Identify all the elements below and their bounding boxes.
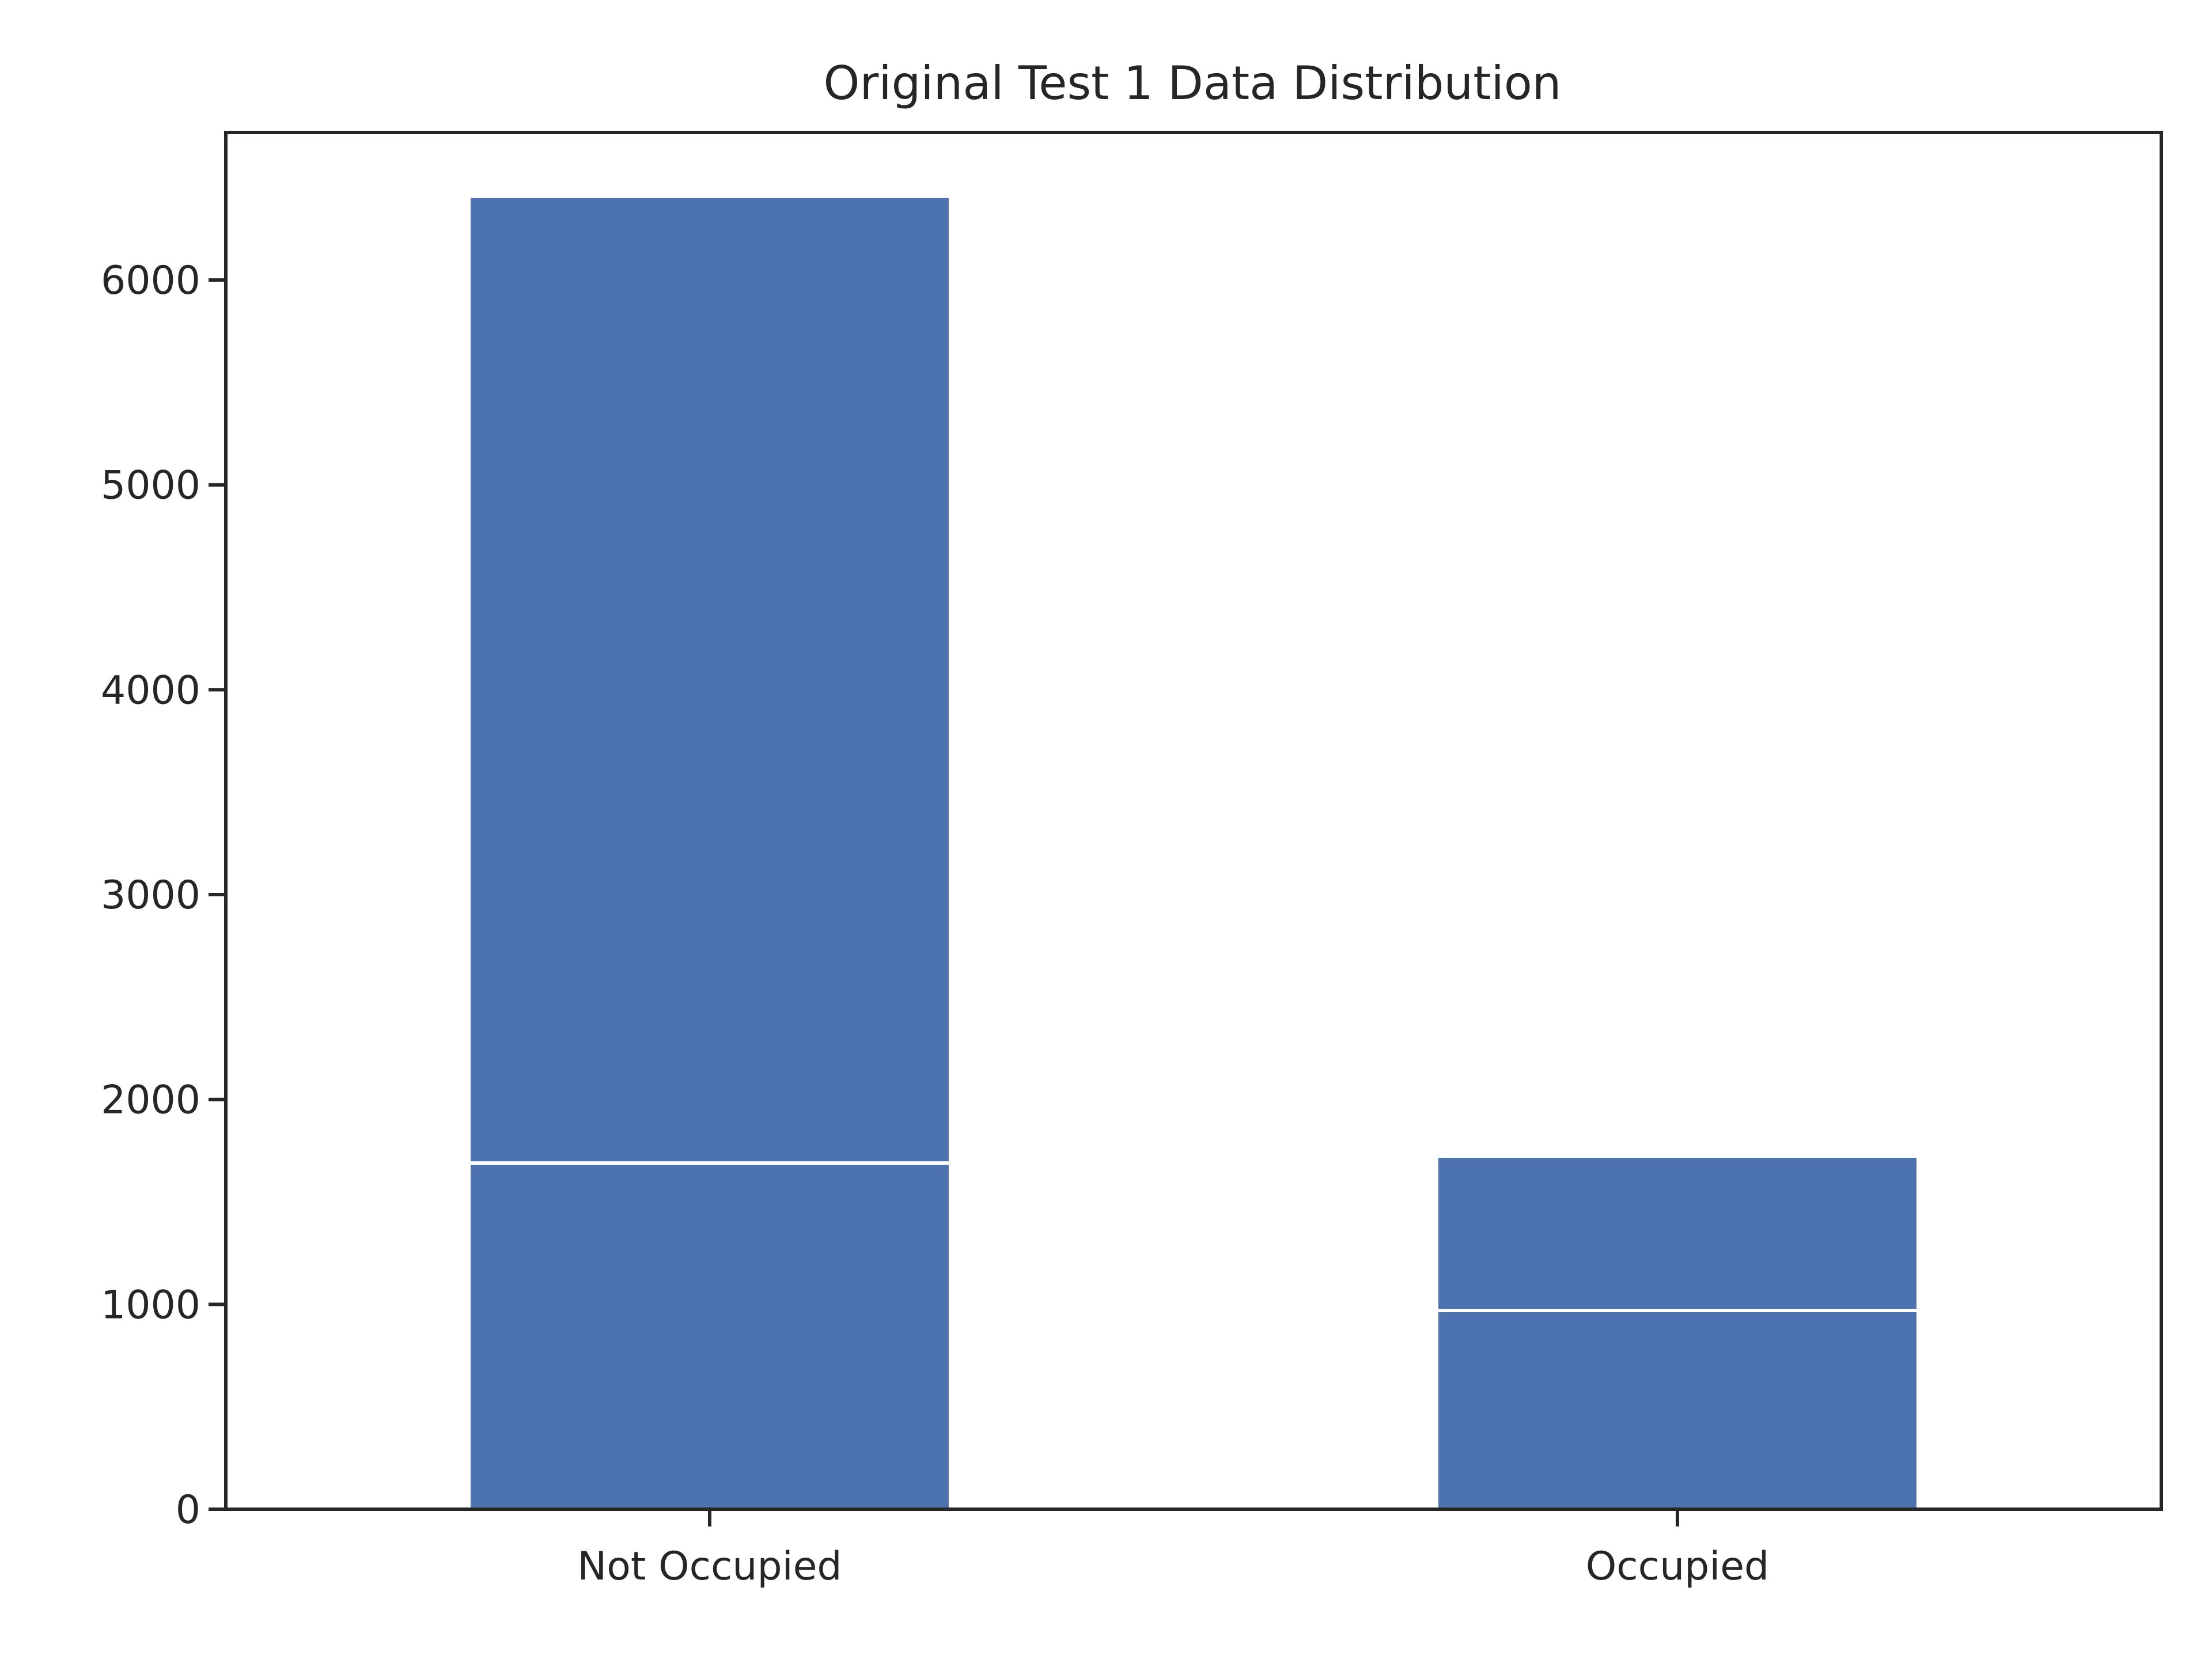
bars-layer (471, 198, 1916, 1509)
y-tick-label-5000: 5000 (101, 463, 200, 509)
y-axis: 0 1000 2000 3000 4000 5000 6000 (101, 258, 226, 1533)
bar-occupied (1438, 1158, 1916, 1509)
x-axis: Not Occupied Occupied (577, 1509, 1769, 1589)
y-tick-label-3000: 3000 (101, 873, 200, 918)
bar-not-occupied (471, 198, 949, 1509)
y-tick-label-2000: 2000 (101, 1078, 200, 1123)
y-tick-label-6000: 6000 (101, 258, 200, 304)
chart-title: Original Test 1 Data Distribution (824, 56, 1562, 110)
y-tick-label-4000: 4000 (101, 668, 200, 713)
y-tick-label-0: 0 (176, 1487, 200, 1533)
y-tick-label-1000: 1000 (101, 1282, 200, 1328)
x-tick-label-occupied: Occupied (1586, 1544, 1769, 1589)
x-tick-label-not-occupied: Not Occupied (577, 1544, 842, 1589)
plot-frame (224, 131, 2163, 1511)
